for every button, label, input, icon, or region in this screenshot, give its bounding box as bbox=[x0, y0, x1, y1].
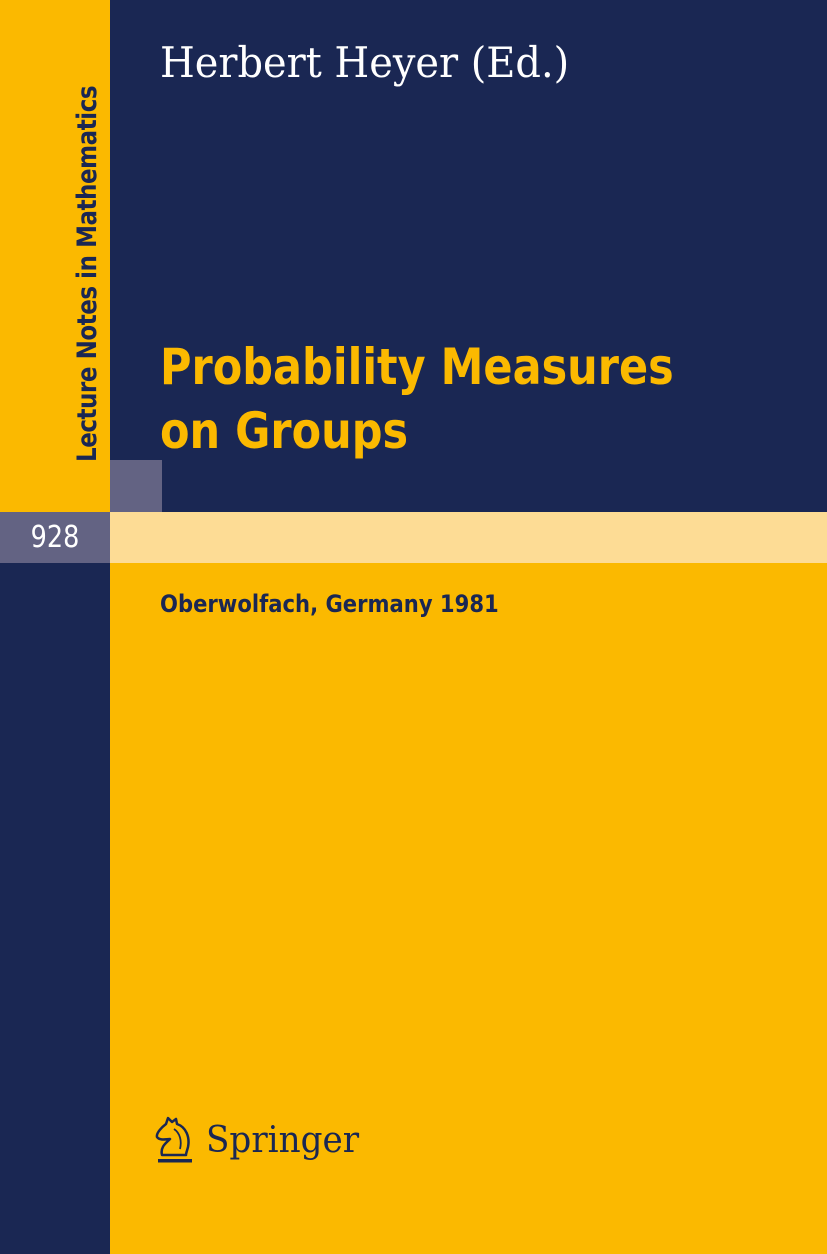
title-line-2: on Groups bbox=[160, 402, 409, 460]
book-title: Probability Measures on Groups bbox=[160, 335, 674, 463]
spine-navy-block bbox=[0, 563, 110, 1254]
decorative-square bbox=[110, 460, 162, 512]
series-title: Lecture Notes in Mathematics bbox=[72, 85, 103, 463]
knight-horse-icon bbox=[155, 1116, 192, 1163]
title-panel bbox=[110, 0, 827, 512]
conference-place: Oberwolfach, Germany 1981 bbox=[160, 590, 499, 618]
author: Herbert Heyer (Ed.) bbox=[160, 38, 570, 87]
volume-block bbox=[0, 512, 110, 563]
publisher-logo: Springer bbox=[152, 1115, 367, 1165]
title-line-1: Probability Measures bbox=[160, 338, 674, 396]
volume-number: 928 bbox=[30, 520, 80, 555]
spine-yellow-block bbox=[0, 0, 110, 512]
publisher-name: Springer bbox=[206, 1119, 360, 1161]
light-band bbox=[110, 512, 827, 563]
